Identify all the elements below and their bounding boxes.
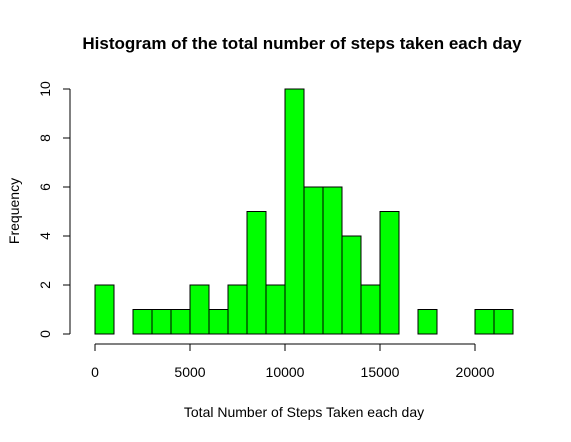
y-tick-label: 0 [37,330,53,338]
y-tick-label: 10 [37,81,53,97]
histogram-bar [208,309,229,335]
histogram-bar [360,284,381,335]
histogram-bar [227,284,248,335]
histogram-bar [474,309,495,335]
histogram-bar [417,309,438,335]
histogram-bar [189,284,210,335]
histogram-bar [493,309,514,335]
histogram-bar [132,309,153,335]
histogram-bar [379,211,400,335]
y-axis-label: Frequency [6,178,22,244]
y-axis: 0 2 4 6 8 10 [37,81,71,338]
histogram-bar [322,186,343,335]
x-tick-label: 15000 [361,364,400,380]
histogram-bar [341,235,362,335]
bars-group [94,88,514,335]
x-tick-label: 10000 [266,364,305,380]
x-tick-label: 0 [91,364,99,380]
histogram-bar [265,284,286,335]
x-tick-label: 20000 [456,364,495,380]
histogram-bar [284,88,305,335]
histogram-bar [170,309,191,335]
histogram-bar [151,309,172,335]
x-axis: 0 5000 10000 15000 20000 [91,343,495,380]
y-tick-label: 8 [37,134,53,142]
chart-title: Histogram of the total number of steps t… [82,34,522,53]
y-tick-label: 6 [37,183,53,191]
x-tick-label: 5000 [174,364,205,380]
x-axis-label: Total Number of Steps Taken each day [184,404,424,420]
y-tick-label: 2 [37,281,53,289]
histogram-bar [246,211,267,335]
y-tick-label: 4 [37,232,53,240]
histogram-bar [303,186,324,335]
histogram-bar [94,284,115,335]
